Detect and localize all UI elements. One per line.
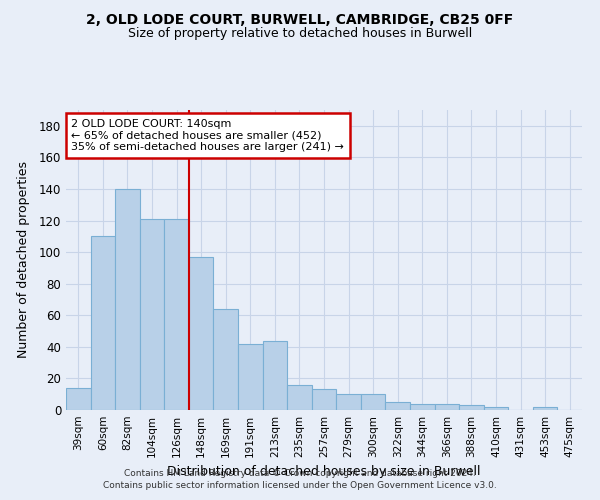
Text: 2, OLD LODE COURT, BURWELL, CAMBRIDGE, CB25 0FF: 2, OLD LODE COURT, BURWELL, CAMBRIDGE, C… bbox=[86, 12, 514, 26]
Text: Size of property relative to detached houses in Burwell: Size of property relative to detached ho… bbox=[128, 28, 472, 40]
Bar bbox=[410, 404, 434, 410]
Bar bbox=[336, 394, 361, 410]
Bar bbox=[533, 407, 557, 410]
Bar bbox=[214, 309, 238, 410]
Bar bbox=[66, 388, 91, 410]
Bar bbox=[385, 402, 410, 410]
X-axis label: Distribution of detached houses by size in Burwell: Distribution of detached houses by size … bbox=[167, 466, 481, 478]
Bar bbox=[164, 219, 189, 410]
Bar bbox=[115, 189, 140, 410]
Bar bbox=[189, 257, 214, 410]
Bar bbox=[484, 407, 508, 410]
Bar bbox=[91, 236, 115, 410]
Text: Contains public sector information licensed under the Open Government Licence v3: Contains public sector information licen… bbox=[103, 481, 497, 490]
Text: 2 OLD LODE COURT: 140sqm
← 65% of detached houses are smaller (452)
35% of semi-: 2 OLD LODE COURT: 140sqm ← 65% of detach… bbox=[71, 119, 344, 152]
Bar bbox=[287, 384, 312, 410]
Bar bbox=[312, 390, 336, 410]
Bar bbox=[263, 340, 287, 410]
Bar bbox=[434, 404, 459, 410]
Bar bbox=[459, 406, 484, 410]
Text: Contains HM Land Registry data © Crown copyright and database right 2024.: Contains HM Land Registry data © Crown c… bbox=[124, 468, 476, 477]
Bar bbox=[238, 344, 263, 410]
Bar bbox=[140, 219, 164, 410]
Bar bbox=[361, 394, 385, 410]
Y-axis label: Number of detached properties: Number of detached properties bbox=[17, 162, 31, 358]
